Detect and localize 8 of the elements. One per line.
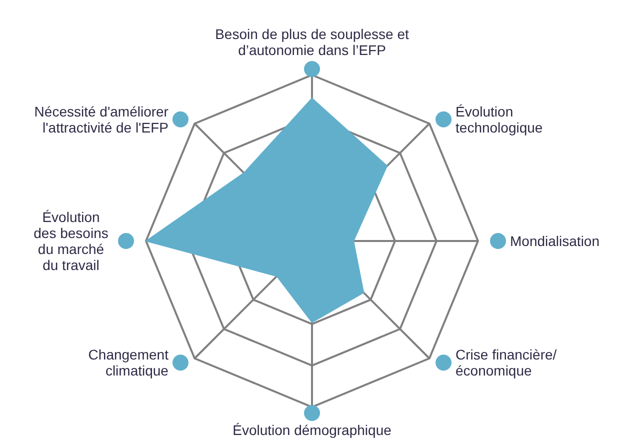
spoke-label: Évolution des besoins du marché du travail [34, 209, 108, 273]
spoke-label: Évolution démographique [232, 422, 392, 438]
spoke-label: Évolution technologique [456, 103, 543, 136]
spoke-label: Nécessité d'améliorer l'attractivité de l'EFP [34, 103, 169, 136]
spoke-label: Besoin de plus de souplesse et d’autonomie dans l’EFP [215, 26, 410, 58]
spoke-label: Mondialisation [510, 233, 600, 249]
spoke-label: Crise financière/économique [456, 346, 557, 379]
spoke-label: Changement climatique [88, 346, 169, 379]
